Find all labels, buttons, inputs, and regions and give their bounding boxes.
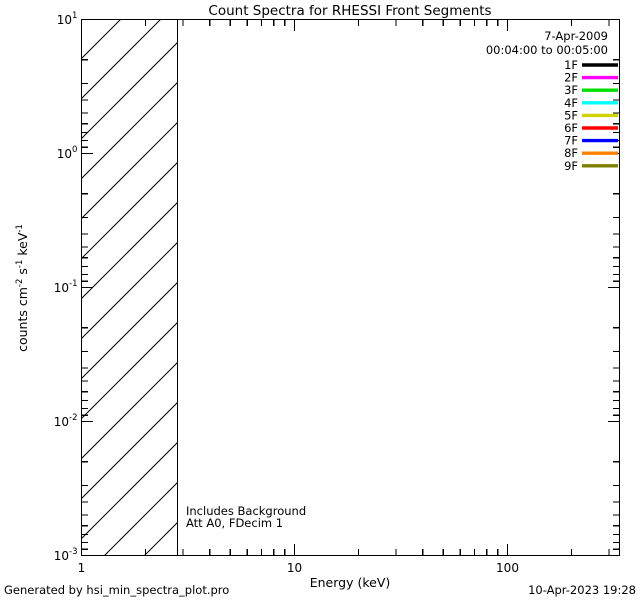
annotation-attenuator: Att A0, FDecim 1 — [186, 516, 283, 530]
annotation-background: Includes Background — [186, 504, 306, 518]
y-axis-title-base2: s — [15, 268, 30, 279]
chart-title: Count Spectra for RHESSI Front Segments — [208, 3, 491, 19]
svg-text:10: 10 — [57, 13, 72, 27]
svg-text:1: 1 — [72, 11, 77, 21]
y-tick-label-1e-1: 10 -1 — [54, 279, 78, 295]
legend-label-4f: 4F — [564, 96, 578, 110]
svg-text:10: 10 — [57, 147, 72, 161]
y-axis-title-sup2: -1 — [15, 260, 25, 268]
y-tick-label-1e-2: 10 -2 — [54, 413, 78, 429]
svg-text:-2: -2 — [69, 413, 77, 423]
svg-text:10: 10 — [54, 281, 69, 295]
x-axis-title: Energy (keV) — [310, 575, 391, 590]
x-tick-label-100: 100 — [496, 561, 519, 575]
y-axis-title-base1: counts cm — [15, 287, 30, 352]
y-axis-title-sup1: -2 — [15, 279, 25, 287]
legend-label-6f: 6F — [564, 121, 578, 135]
y-tick-label-1e0: 10 0 — [57, 145, 78, 161]
y-tick-label-1e1: 10 1 — [57, 11, 78, 27]
plot-frame — [80, 18, 621, 557]
legend-label-7f: 7F — [564, 134, 578, 148]
svg-text:10: 10 — [54, 415, 69, 429]
x-tick-label-1: 1 — [78, 561, 86, 575]
observation-date: 7-Apr-2009 — [544, 29, 608, 43]
footer-timestamp: 10-Apr-2023 19:28 — [528, 583, 636, 597]
x-axis-minor-ticks — [145, 19, 610, 556]
legend-label-3f: 3F — [564, 83, 578, 97]
y-axis-minor-ticks — [81, 59, 620, 550]
svg-text:-3: -3 — [69, 547, 77, 557]
svg-text:-1: -1 — [69, 279, 77, 289]
y-tick-label-1e-3: 10 -3 — [54, 547, 78, 563]
x-tick-label-10: 10 — [287, 561, 302, 575]
observation-time-range: 00:04:00 to 00:05:00 — [486, 43, 608, 57]
legend-label-8f: 8F — [564, 146, 578, 160]
y-axis-title-base3: keV — [15, 232, 30, 259]
y-axis-major-ticks — [81, 18, 620, 557]
footer-generator: Generated by hsi_min_spectra_plot.pro — [4, 583, 229, 597]
y-axis-title-sup3: -1 — [15, 224, 25, 232]
legend: 1F 2F 3F 4F 5F 6F 7F 8F 9F — [564, 58, 618, 173]
svg-text:10: 10 — [54, 549, 69, 563]
svg-text:0: 0 — [72, 145, 77, 155]
y-axis-title: counts cm-2 s-1 keV-1 — [15, 224, 30, 352]
legend-label-2f: 2F — [564, 71, 578, 85]
x-axis-major-ticks — [80, 19, 509, 556]
legend-label-5f: 5F — [564, 108, 578, 122]
legend-label-1f: 1F — [564, 58, 578, 72]
svg-text:counts cm-2 s-1 keV-1: counts cm-2 s-1 keV-1 — [15, 224, 30, 352]
legend-label-9f: 9F — [564, 159, 578, 173]
